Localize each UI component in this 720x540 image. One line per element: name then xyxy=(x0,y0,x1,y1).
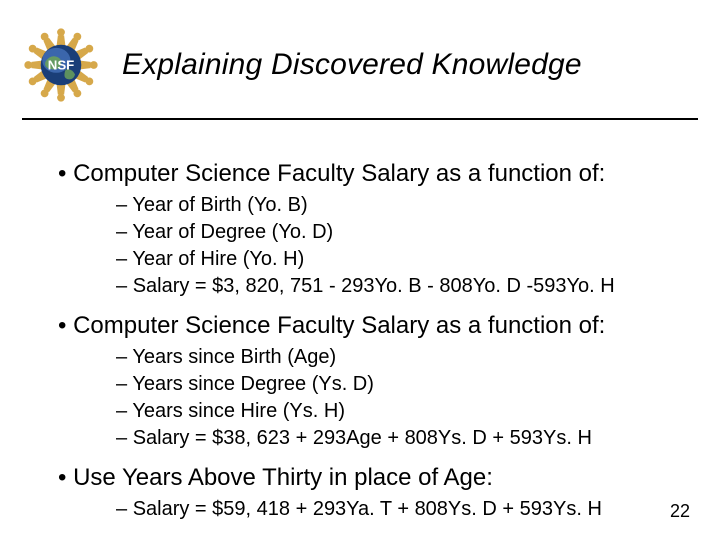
bullet-text: Salary = $59, 418 + 293Ya. T + 808Ys. D … xyxy=(133,498,602,520)
bullet-text: Year of Degree (Yo. D) xyxy=(132,221,333,243)
slide-body: Computer Science Faculty Salary as a fun… xyxy=(0,128,720,521)
bullet-text: Year of Birth (Yo. B) xyxy=(132,194,307,216)
nsf-logo: NSF xyxy=(22,26,100,104)
bullet-level2: Year of Hire (Yo. H) xyxy=(116,248,680,271)
bullet-level2: Year of Birth (Yo. B) xyxy=(116,194,680,217)
bullet-text: Salary = $38, 623 + 293Age + 808Ys. D + … xyxy=(133,427,592,449)
bullet-level1: Use Years Above Thirty in place of Age: xyxy=(58,464,680,492)
page-number: 22 xyxy=(670,501,690,522)
bullet-level2: Years since Degree (Ys. D) xyxy=(116,373,680,396)
svg-text:NSF: NSF xyxy=(48,58,75,73)
slide-header: NSF Explaining Discovered Knowledge xyxy=(0,0,720,118)
title-divider xyxy=(22,118,698,120)
sublist: Salary = $59, 418 + 293Ya. T + 808Ys. D … xyxy=(116,498,680,521)
bullet-level2: Years since Hire (Ys. H) xyxy=(116,400,680,423)
bullet-level2: Years since Birth (Age) xyxy=(116,346,680,369)
bullet-text: Years since Birth (Age) xyxy=(132,346,336,368)
sublist: Years since Birth (Age) Years since Degr… xyxy=(116,346,680,450)
bullet-text: Salary = $3, 820, 751 - 293Yo. B - 808Yo… xyxy=(133,275,615,297)
bullet-text: Computer Science Faculty Salary as a fun… xyxy=(73,312,605,339)
bullet-level2: Salary = $59, 418 + 293Ya. T + 808Ys. D … xyxy=(116,498,680,521)
bullet-text: Use Years Above Thirty in place of Age: xyxy=(73,464,493,491)
slide-title: Explaining Discovered Knowledge xyxy=(122,48,582,82)
bullet-text: Years since Degree (Ys. D) xyxy=(132,373,374,395)
bullet-level2: Salary = $38, 623 + 293Age + 808Ys. D + … xyxy=(116,427,680,450)
bullet-level2: Year of Degree (Yo. D) xyxy=(116,221,680,244)
bullet-text: Year of Hire (Yo. H) xyxy=(132,248,304,270)
bullet-text: Computer Science Faculty Salary as a fun… xyxy=(73,160,605,187)
bullet-level1: Computer Science Faculty Salary as a fun… xyxy=(58,312,680,340)
bullet-level2: Salary = $3, 820, 751 - 293Yo. B - 808Yo… xyxy=(116,275,680,298)
bullet-level1: Computer Science Faculty Salary as a fun… xyxy=(58,160,680,188)
bullet-text: Years since Hire (Ys. H) xyxy=(132,400,345,422)
sublist: Year of Birth (Yo. B) Year of Degree (Yo… xyxy=(116,194,680,298)
